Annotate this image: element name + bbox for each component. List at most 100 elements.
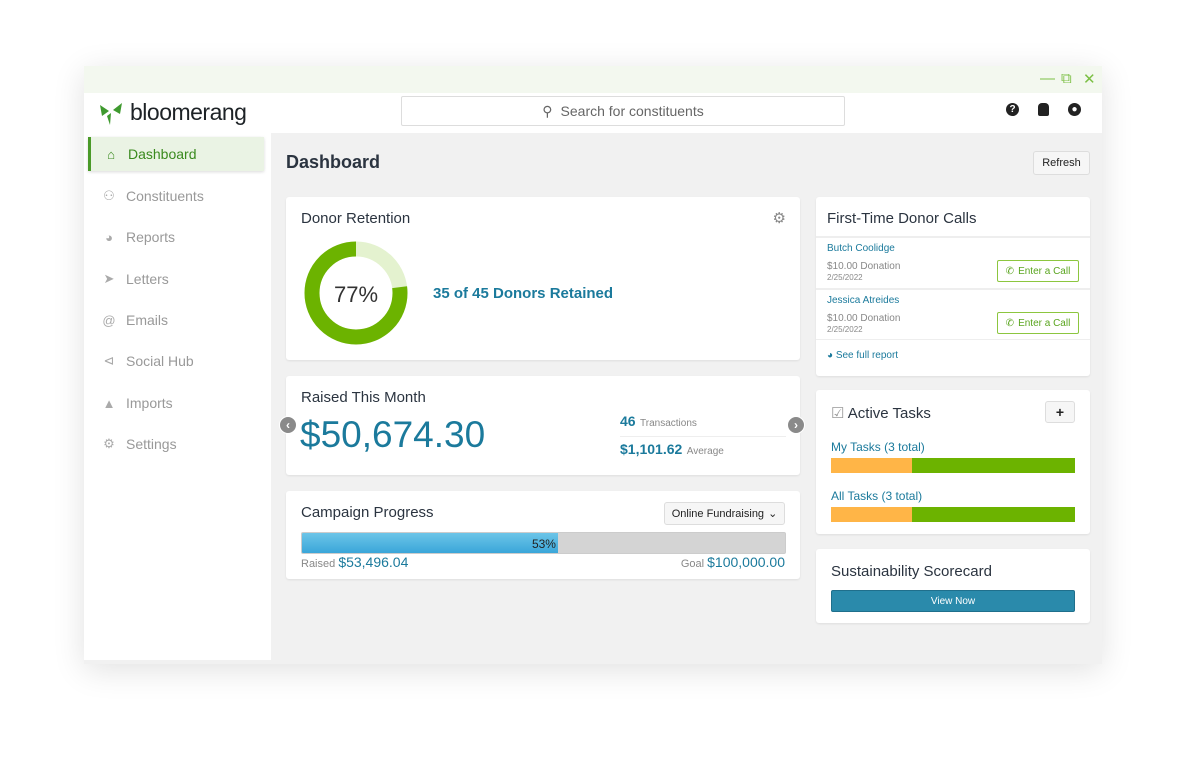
search-icon: ⚲ [542, 102, 553, 119]
transactions-label: Transactions [640, 418, 697, 429]
sidebar-item-label: Reports [126, 229, 176, 245]
next-arrow-button[interactable]: › [787, 416, 805, 434]
overdue-segment [831, 458, 912, 473]
minimize-button[interactable]: — [1040, 70, 1055, 87]
card-title: Donor Retention [301, 210, 411, 227]
donor-retention-card: Donor Retention ⚙ 77% 35 of 45 Donors Re… [286, 197, 800, 360]
sidebar-item-constituents[interactable]: ⚇ Constituents [88, 179, 264, 213]
retention-percent: 77% [333, 282, 379, 307]
retention-donut [304, 241, 408, 345]
on-time-segment [911, 458, 1075, 473]
donation-amount: $10.00 Donation [827, 261, 901, 272]
sidebar-item-social-hub[interactable]: ⊲ Social Hub [88, 344, 264, 378]
button-label: Enter a Call [1018, 317, 1071, 329]
dropdown-value: Online Fundraising [671, 507, 765, 520]
upload-folder-icon: ▲ [102, 395, 116, 411]
donation-amount: $10.00 Donation [827, 313, 901, 324]
call-item: Butch Coolidge $10.00 Donation 2/25/2022… [816, 236, 1090, 288]
call-item: Jessica Atreides $10.00 Donation 2/25/20… [816, 288, 1090, 340]
gear-icon: ⚙ [103, 436, 115, 451]
donor-name-link[interactable]: Jessica Atreides [827, 295, 900, 306]
user-icon[interactable]: ● [1068, 103, 1081, 116]
sidebar-item-reports[interactable]: ◕ Reports [88, 220, 264, 254]
average-value: $1,101.62 [620, 441, 683, 457]
phone-icon: ✆ [1005, 265, 1015, 277]
retention-summary[interactable]: 35 of 45 Donors Retained [433, 285, 614, 302]
progress-percent: 53% [531, 537, 556, 551]
users-icon: ⚇ [103, 188, 115, 203]
all-tasks-bar [831, 507, 1075, 522]
sidebar-item-label: Social Hub [126, 353, 194, 369]
raised-label: Raised [301, 558, 336, 570]
card-title: ☑ Active Tasks [831, 404, 931, 422]
title-text: Active Tasks [847, 405, 931, 422]
donor-name-link[interactable]: Butch Coolidge [827, 243, 895, 254]
donation-date: 2/25/2022 [827, 273, 863, 282]
checkbox-icon: ☑ [831, 405, 845, 422]
sidebar-item-label: Letters [126, 271, 169, 287]
sidebar-item-label: Emails [126, 312, 169, 328]
close-button[interactable]: ✕ [1083, 71, 1096, 88]
sidebar: ⌂ Dashboard ⚇ Constituents ◕ Reports ➤ Lette… [84, 133, 271, 660]
send-icon: ➤ [103, 271, 115, 286]
pie-chart-icon: ◕ [827, 350, 834, 361]
bloomerang-logo-icon [100, 102, 122, 125]
overdue-segment [831, 507, 912, 522]
donation-date: 2/25/2022 [827, 325, 863, 334]
card-title: Sustainability Scorecard [831, 563, 992, 580]
gear-icon[interactable]: ⚙ [772, 210, 786, 227]
sidebar-item-label: Imports [126, 395, 173, 411]
campaign-dropdown[interactable]: Online Fundraising ⌄ [664, 502, 785, 525]
goal-value: $100,000.00 [707, 554, 785, 570]
sidebar-item-dashboard[interactable]: ⌂ Dashboard [88, 137, 264, 171]
help-icon[interactable]: ? [1006, 103, 1019, 116]
bell-icon[interactable] [1038, 103, 1049, 116]
share-icon: ⊲ [103, 353, 115, 368]
campaign-progress-card: Campaign Progress Online Fundraising ⌄ 53… [286, 491, 800, 579]
chevron-down-icon: ⌄ [768, 508, 778, 520]
all-tasks-link[interactable]: All Tasks (3 total) [831, 489, 923, 503]
add-task-button[interactable]: + [1045, 401, 1075, 423]
page-title: Dashboard [286, 152, 381, 172]
search-input[interactable]: ⚲ Search for constituents [401, 96, 845, 126]
home-icon: ⌂ [107, 146, 115, 162]
donut-arc [304, 241, 408, 345]
phone-icon: ✆ [1005, 317, 1015, 329]
app-window: — ⧉ ✕ bloomerang ⚲ Search for constituen… [84, 66, 1102, 664]
brand-name: bloomerang [130, 99, 247, 125]
enter-call-button[interactable]: ✆ Enter a Call [997, 312, 1079, 334]
progress-fill: 53% [302, 533, 558, 553]
card-title: Raised This Month [301, 389, 426, 406]
sidebar-item-imports[interactable]: ▲ Imports [88, 386, 264, 420]
restore-button[interactable]: ⧉ [1061, 70, 1072, 87]
at-icon: @ [102, 312, 116, 328]
card-title: Campaign Progress [301, 504, 434, 521]
my-tasks-link[interactable]: My Tasks (3 total) [831, 440, 925, 454]
previous-arrow-button[interactable]: ‹ [279, 416, 297, 434]
card-title: First-Time Donor Calls [827, 210, 977, 227]
active-tasks-card: ☑ Active Tasks + My Tasks (3 total) All … [816, 390, 1090, 534]
sidebar-item-settings[interactable]: ⚙ Settings [88, 427, 264, 461]
link-label: See full report [835, 350, 899, 361]
logo[interactable]: bloomerang [98, 99, 247, 126]
my-tasks-bar [831, 458, 1075, 473]
refresh-button[interactable]: Refresh [1033, 151, 1090, 175]
on-time-segment [911, 507, 1075, 522]
transactions-count: 46 [620, 413, 636, 429]
sidebar-item-label: Dashboard [128, 146, 197, 162]
view-now-button[interactable]: View Now [831, 590, 1075, 612]
sidebar-item-letters[interactable]: ➤ Letters [88, 262, 264, 296]
average-label: Average [686, 446, 724, 457]
raised-this-month-card: Raised This Month $50,674.30 46 Transact… [286, 376, 800, 475]
sidebar-item-label: Settings [126, 436, 177, 452]
title-bar: — ⧉ ✕ [84, 66, 1102, 93]
campaign-progress-bar: 53% [301, 532, 786, 554]
app-header: bloomerang ⚲ Search for constituents ? ● [84, 93, 1102, 133]
first-time-donor-calls-card: First-Time Donor Calls Butch Coolidge $1… [816, 197, 1090, 376]
enter-call-button[interactable]: ✆ Enter a Call [997, 260, 1079, 282]
pie-chart-icon: ◕ [105, 229, 113, 245]
sidebar-item-emails[interactable]: @ Emails [88, 303, 264, 337]
raised-value: $53,496.04 [338, 554, 409, 570]
see-full-report-link[interactable]: ◕ See full report [827, 350, 898, 361]
button-label: Enter a Call [1018, 265, 1071, 277]
